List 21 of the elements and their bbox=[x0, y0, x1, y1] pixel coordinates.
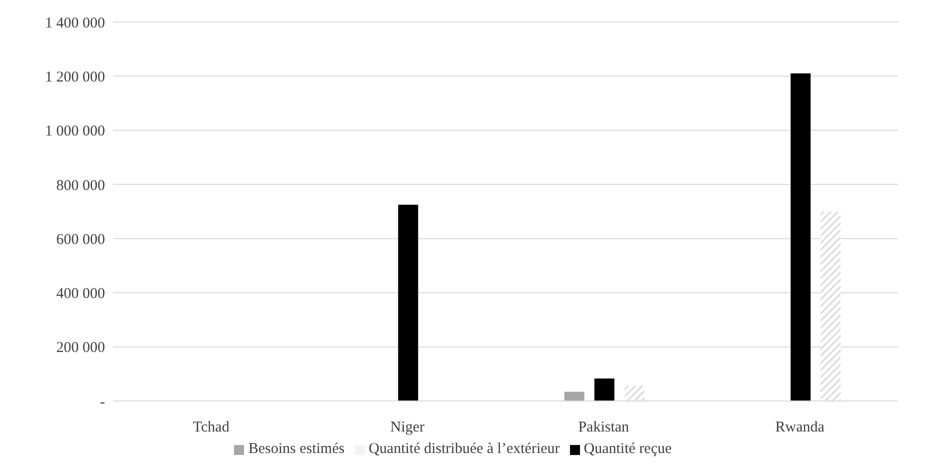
y-tick-label: 1 200 000 bbox=[45, 69, 105, 86]
y-tick-label: 1 000 000 bbox=[45, 124, 105, 140]
y-tick-label: 1 400 000 bbox=[45, 15, 105, 32]
bar bbox=[564, 392, 584, 401]
x-tick-label: Niger bbox=[390, 420, 424, 436]
legend-label: Besoins estimés bbox=[248, 441, 345, 457]
bar bbox=[790, 73, 811, 401]
y-tick-label: 200 000 bbox=[56, 340, 105, 356]
y-tick-label: 400 000 bbox=[56, 286, 105, 302]
x-tick-label: Tchad bbox=[192, 420, 230, 436]
bar bbox=[398, 204, 418, 401]
legend-label: Quantité reçue bbox=[584, 441, 672, 457]
y-tick-label: 800 000 bbox=[56, 178, 105, 194]
legend-label: Quantité distribuée à l’extérieur bbox=[368, 441, 560, 457]
bar bbox=[594, 378, 614, 401]
bar bbox=[624, 386, 644, 401]
y-tick-label: - bbox=[100, 394, 105, 410]
x-tick-label: Pakistan bbox=[578, 420, 630, 436]
y-tick-label: 600 000 bbox=[56, 232, 105, 248]
bar bbox=[820, 212, 841, 401]
x-tick-label: Rwanda bbox=[775, 420, 825, 436]
